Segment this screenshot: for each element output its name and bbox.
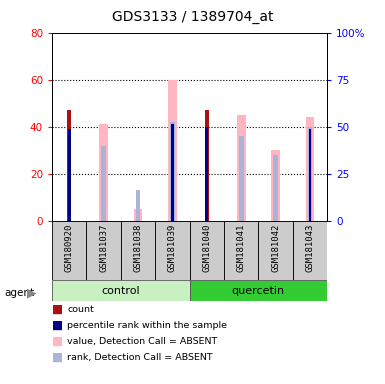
Bar [271,150,280,221]
Bar [171,124,174,221]
Text: count: count [67,305,94,314]
Text: GSM181039: GSM181039 [168,224,177,272]
Bar [68,129,70,221]
Text: ■: ■ [52,303,63,316]
Bar [205,110,209,221]
Bar [121,221,155,280]
Text: GSM181043: GSM181043 [306,224,315,272]
Text: agent: agent [5,288,35,298]
Text: GSM181042: GSM181042 [271,224,280,272]
Bar [67,110,71,221]
Text: rank, Detection Call = ABSENT: rank, Detection Call = ABSENT [67,353,213,362]
Bar [168,80,177,221]
Text: GSM181041: GSM181041 [237,224,246,272]
Bar [52,280,189,301]
Text: GSM181037: GSM181037 [99,224,108,272]
Text: ■: ■ [52,335,63,348]
Bar [224,221,258,280]
Bar [293,221,327,280]
Bar [308,127,312,221]
Bar [136,190,141,221]
Bar [306,118,314,221]
Text: ■: ■ [52,351,63,364]
Bar [189,280,327,301]
Text: GSM180920: GSM180920 [65,224,74,272]
Bar [101,146,106,221]
Text: GSM181040: GSM181040 [202,224,211,272]
Bar [99,124,108,221]
Bar [170,122,175,221]
Bar [189,221,224,280]
Bar [237,115,246,221]
Text: GDS3133 / 1389704_at: GDS3133 / 1389704_at [112,10,273,23]
Bar [52,221,86,280]
Text: GSM181038: GSM181038 [134,224,142,272]
Text: control: control [102,286,140,296]
Bar [239,136,244,221]
Bar [273,155,278,221]
Bar [155,221,190,280]
Bar [86,221,121,280]
Text: quercetin: quercetin [232,286,285,296]
Bar [258,221,293,280]
Text: ▶: ▶ [27,286,36,300]
Text: percentile rank within the sample: percentile rank within the sample [67,321,228,330]
Bar [309,129,311,221]
Bar [206,127,208,221]
Bar [134,209,142,221]
Text: ■: ■ [52,319,63,332]
Text: value, Detection Call = ABSENT: value, Detection Call = ABSENT [67,337,218,346]
